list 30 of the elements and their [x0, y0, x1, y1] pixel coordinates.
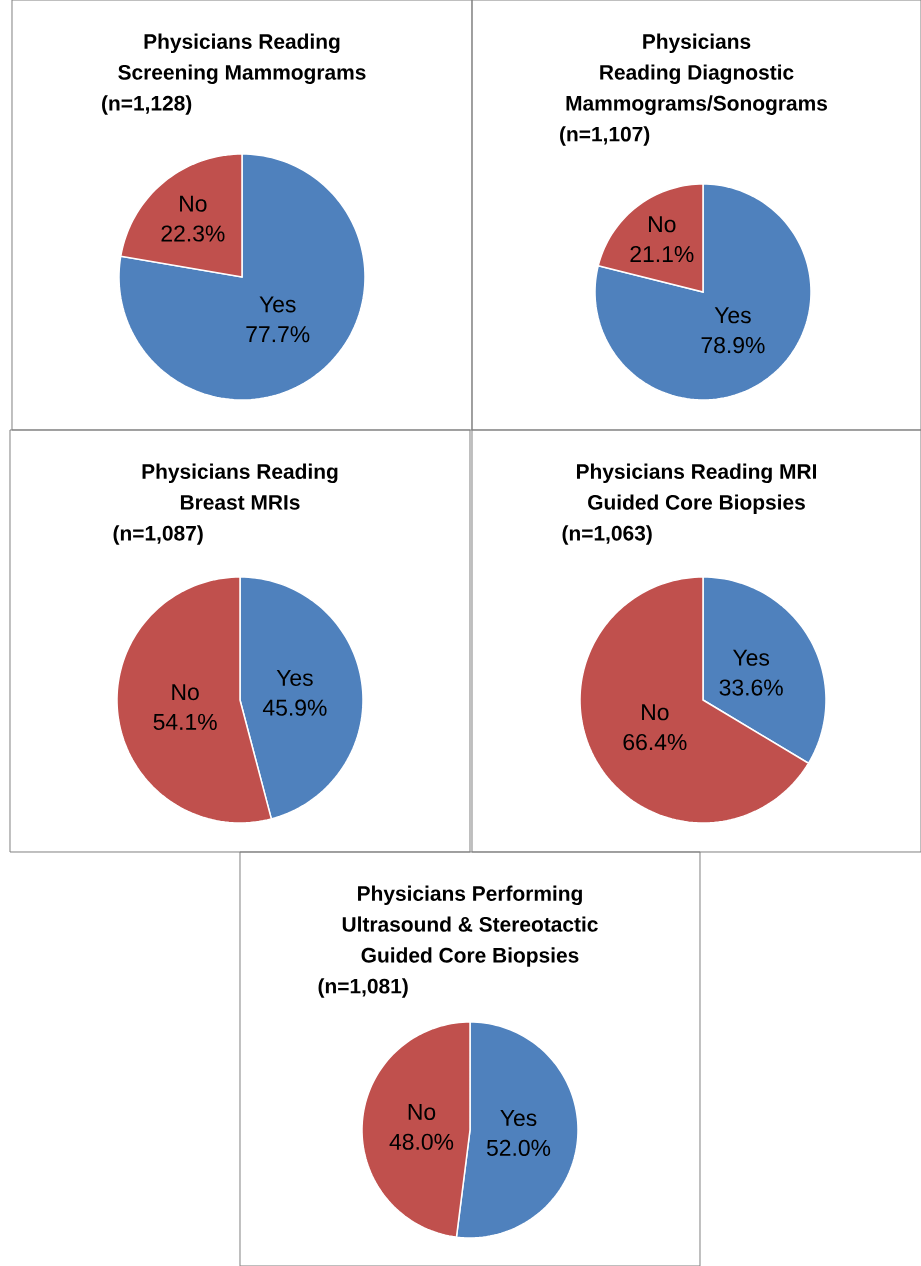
data-label: 33.6%	[719, 679, 783, 696]
data-label: 45.9%	[262, 699, 327, 716]
chart-title: Physicians Reading Breast MRIs	[142, 463, 338, 510]
data-label: 54.1%	[153, 713, 217, 731]
slice-label: No	[180, 195, 207, 212]
chart-subtitle: (n=1,081)	[318, 978, 408, 998]
slice-label: No	[649, 216, 676, 233]
data-label: 22.3%	[161, 225, 225, 242]
data-label: 52.0%	[486, 1139, 551, 1156]
chart-subtitle: (n=1,063)	[562, 525, 652, 545]
slice-label: Yes	[714, 307, 751, 324]
chart-title: Physicians Reading Screening Mammograms	[118, 33, 366, 84]
data-label: 66.4%	[623, 733, 687, 751]
chart-title: Physicians Performing Ultrasound & Stereotactic Guided Core Biopsies	[342, 885, 598, 967]
chart-title: Physicians Reading Diagnostic Mammograms/Sonograms	[566, 33, 827, 115]
slice-label: No	[408, 1104, 436, 1120]
data-label: 21.1%	[630, 245, 694, 263]
chart-subtitle: (n=1,128)	[102, 95, 192, 115]
slice-label: Yes	[259, 296, 296, 313]
data-label: 77.7%	[246, 326, 310, 343]
data-label: 78.9%	[701, 337, 765, 354]
data-label: 48.0%	[389, 1133, 454, 1150]
slice-label: No	[642, 704, 669, 721]
chart-subtitle: (n=1,087)	[113, 525, 203, 545]
slice-label: Yes	[276, 669, 313, 686]
slice-label: No	[172, 684, 199, 701]
slice-label: Yes	[732, 649, 770, 666]
slice-label: Yes	[500, 1110, 537, 1127]
chart-title: Physicians Reading MRI Guided Core Biopsies	[576, 463, 816, 514]
chart-subtitle: (n=1,107)	[560, 126, 650, 146]
